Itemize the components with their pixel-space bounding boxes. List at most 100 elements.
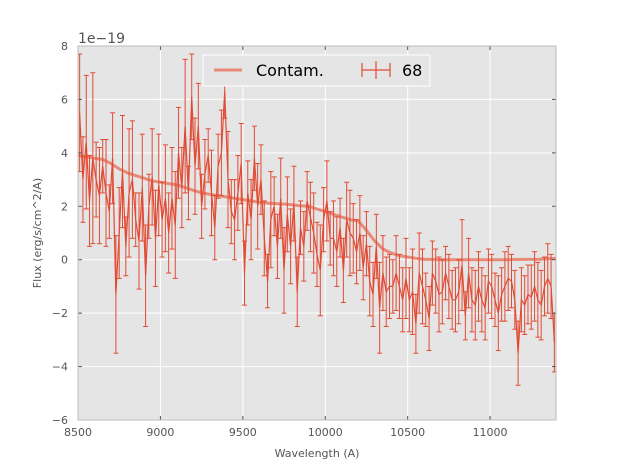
error-bar — [410, 248, 416, 336]
error-bar — [136, 192, 142, 290]
error-bar — [241, 240, 247, 306]
legend-contam-label: Contam. — [256, 61, 324, 80]
error-bar — [324, 160, 330, 242]
error-bar — [116, 187, 122, 279]
error-bar — [383, 256, 389, 327]
x-tick-label: 10500 — [390, 426, 425, 439]
error-bar — [129, 120, 135, 239]
error-bar — [83, 74, 89, 210]
x-tick-label: 9500 — [229, 426, 257, 439]
y-offset-label: 1e−19 — [78, 31, 125, 47]
y-tick-label: 4 — [61, 147, 68, 160]
error-bar — [452, 267, 458, 333]
series-68 — [78, 53, 556, 386]
error-bar — [439, 259, 445, 325]
error-bar — [419, 248, 425, 325]
error-bar — [508, 253, 514, 309]
error-bar — [202, 139, 208, 210]
error-bar — [347, 189, 353, 277]
error-bar — [363, 211, 369, 277]
error-bar — [443, 245, 449, 301]
error-bar — [126, 128, 132, 258]
error-bar — [380, 235, 386, 311]
error-bar — [396, 253, 402, 319]
error-bar — [548, 253, 554, 319]
error-bar — [123, 216, 129, 277]
error-bar — [406, 267, 412, 333]
error-bar — [446, 253, 452, 319]
error-bar — [367, 245, 373, 317]
x-tick-label: 9000 — [146, 426, 174, 439]
error-bar — [535, 261, 541, 338]
error-bar — [90, 72, 96, 245]
contam-line — [78, 154, 556, 262]
error-bar — [169, 147, 175, 250]
error-bar — [479, 267, 485, 333]
error-bar — [462, 291, 468, 341]
error-bar — [370, 261, 376, 327]
error-bar — [87, 155, 93, 247]
error-bar — [209, 149, 215, 237]
error-bar — [162, 144, 168, 253]
error-bar — [357, 195, 363, 271]
error-bar — [192, 117, 198, 215]
error-bar — [176, 106, 182, 199]
error-bar — [472, 269, 478, 341]
error-bar — [403, 237, 409, 319]
error-bar — [215, 133, 221, 199]
error-bar — [281, 227, 287, 314]
error-bar — [93, 141, 99, 218]
error-bar — [495, 275, 501, 352]
error-bar — [96, 147, 102, 245]
error-bar — [106, 184, 112, 239]
error-bar — [301, 211, 307, 282]
error-bar — [459, 219, 465, 311]
error-bar — [139, 133, 145, 242]
error-bar — [205, 128, 211, 183]
error-bar — [218, 109, 224, 197]
error-bar — [476, 251, 482, 322]
error-bar — [225, 130, 231, 229]
error-bar — [274, 213, 280, 279]
error-bar — [436, 256, 442, 333]
error-bar — [522, 275, 528, 336]
error-bar — [515, 320, 521, 386]
y-axis-label: Flux (erg/s/cm^2/A) — [31, 178, 44, 288]
error-bar — [185, 165, 191, 221]
error-bar — [469, 267, 475, 333]
y-tick-label: −6 — [52, 414, 68, 427]
x-tick-label: 10000 — [308, 426, 343, 439]
y-tick-label: 2 — [61, 200, 68, 213]
error-bar — [482, 275, 488, 341]
error-bar — [103, 139, 109, 247]
error-bar — [377, 261, 383, 354]
error-bar — [271, 176, 277, 237]
error-bar — [294, 256, 300, 327]
error-bar — [245, 160, 251, 226]
error-bar — [541, 256, 547, 317]
error-bar — [317, 224, 323, 317]
error-bar — [456, 259, 462, 325]
error-bar — [340, 237, 346, 303]
error-bar — [166, 192, 172, 274]
error-bar — [400, 267, 406, 333]
error-bar — [298, 200, 304, 255]
x-axis-label: Wavelength (A) — [275, 447, 360, 460]
error-bar — [278, 157, 284, 239]
error-bar — [284, 176, 290, 253]
error-bar — [291, 165, 297, 242]
error-bar — [423, 272, 429, 327]
error-bar — [248, 179, 254, 261]
y-tick-label: 8 — [61, 40, 68, 53]
error-bar — [235, 155, 241, 231]
error-bar — [429, 240, 435, 306]
y-tick-label: 0 — [61, 254, 68, 267]
error-bar — [512, 269, 518, 330]
error-bar — [373, 213, 379, 279]
error-bar — [304, 171, 310, 231]
x-tick-label: 8500 — [64, 426, 92, 439]
y-tick-label: −2 — [52, 307, 68, 320]
error-bar — [360, 235, 366, 301]
